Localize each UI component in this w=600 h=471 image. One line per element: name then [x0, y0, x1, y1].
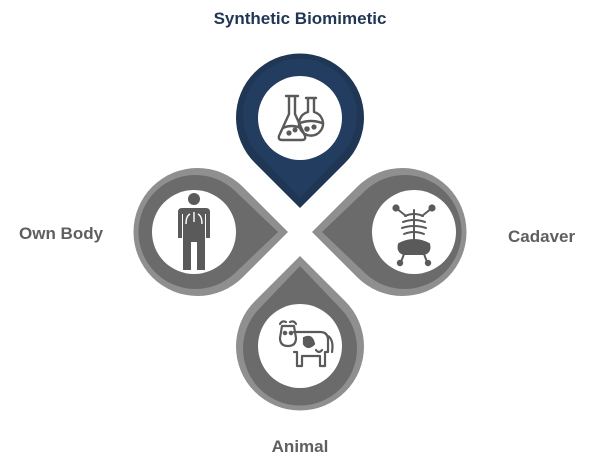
label-animal: Animal [271, 437, 329, 456]
petal-bottom [236, 256, 364, 411]
label-own-body: Own Body [19, 224, 104, 243]
label-cadaver: Cadaver [508, 227, 576, 246]
cow-icon [278, 320, 334, 368]
petal-top [236, 53, 364, 209]
label-synthetic-biomimetic: Synthetic Biomimetic [213, 9, 387, 28]
human-body-icon [178, 193, 210, 270]
skeleton-icon [392, 204, 436, 267]
petal-bottom-circle [258, 304, 342, 388]
petal-right [312, 168, 467, 296]
petal-left [133, 168, 288, 296]
flask-icon [277, 94, 325, 142]
